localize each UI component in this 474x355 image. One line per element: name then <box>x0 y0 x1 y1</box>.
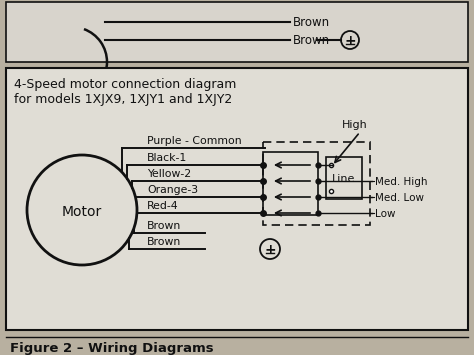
Text: Brown: Brown <box>293 16 330 29</box>
Bar <box>6 2 468 62</box>
Text: 4-Speed motor connection diagram: 4-Speed motor connection diagram <box>14 78 237 91</box>
Text: +: + <box>264 243 276 257</box>
Text: +: + <box>344 34 356 48</box>
Text: Low: Low <box>375 209 395 219</box>
Text: Brown: Brown <box>293 34 330 48</box>
Text: for models 1XJX9, 1XJY1 and 1XJY2: for models 1XJX9, 1XJY1 and 1XJY2 <box>14 93 232 106</box>
Text: Purple - Common: Purple - Common <box>147 136 242 146</box>
Bar <box>6 68 468 330</box>
Text: Line: Line <box>332 174 356 184</box>
Bar <box>326 157 362 199</box>
Text: High: High <box>342 120 368 130</box>
Text: Med. High: Med. High <box>375 177 428 187</box>
Text: Yellow-2: Yellow-2 <box>147 169 191 179</box>
Text: Brown: Brown <box>147 221 181 231</box>
Text: Motor: Motor <box>62 205 102 219</box>
Text: Med. Low: Med. Low <box>375 193 424 203</box>
Text: Orange-3: Orange-3 <box>147 185 198 195</box>
Text: Figure 2 – Wiring Diagrams: Figure 2 – Wiring Diagrams <box>10 342 214 355</box>
Text: Brown: Brown <box>147 237 181 247</box>
Bar <box>263 142 370 225</box>
Bar <box>263 152 318 215</box>
Text: Red-4: Red-4 <box>147 201 179 211</box>
Text: Black-1: Black-1 <box>147 153 187 163</box>
